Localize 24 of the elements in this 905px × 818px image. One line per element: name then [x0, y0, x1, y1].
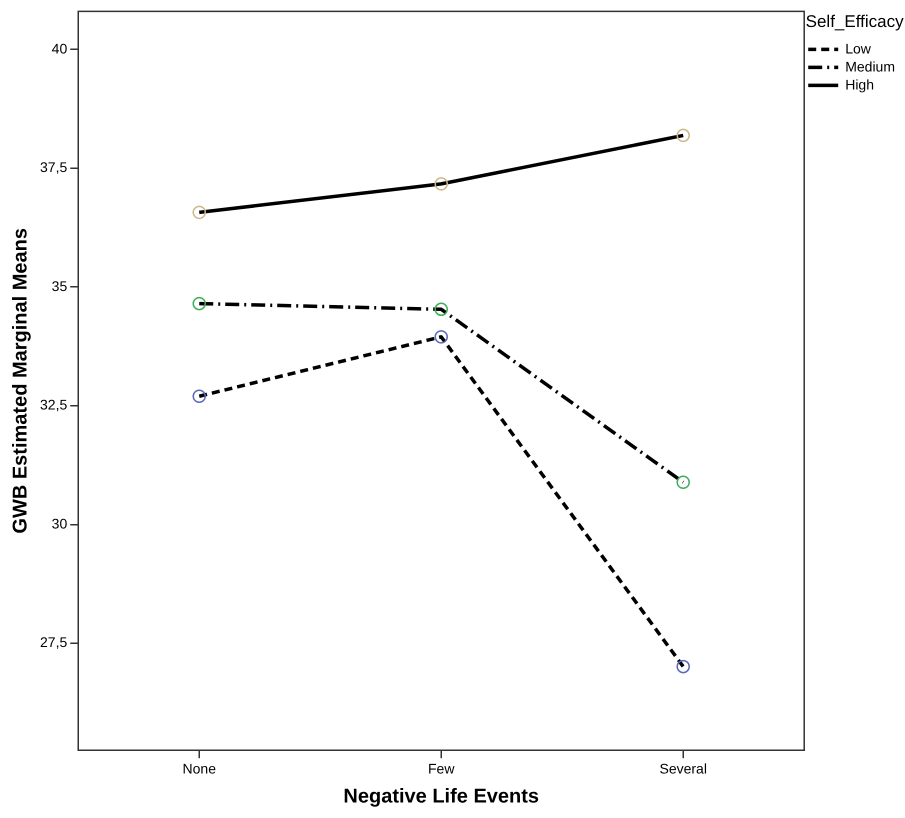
x-tick-label: Several — [659, 760, 707, 776]
y-tick-label: 27,5 — [40, 634, 68, 650]
y-axis-title: GWB Estimated Marginal Means — [10, 228, 32, 534]
y-tick-label: 30 — [52, 515, 68, 532]
point — [434, 302, 448, 316]
x-tick-label: None — [182, 760, 216, 776]
y-tick-label: 37,5 — [40, 159, 68, 176]
point — [676, 475, 690, 489]
x-axis-title: Negative Life Events — [343, 786, 540, 808]
point — [676, 128, 690, 142]
legend-title: Self_Efficacy — [806, 12, 904, 32]
legend-label: Low — [845, 40, 872, 56]
point — [192, 206, 206, 220]
x-tick-label: Few — [428, 760, 456, 776]
point — [192, 389, 206, 403]
point — [676, 660, 690, 674]
legend-label: Medium — [845, 58, 896, 74]
y-tick-label: 32,5 — [40, 396, 68, 413]
point — [192, 296, 206, 310]
point — [434, 330, 448, 344]
y-tick-label: 40 — [52, 40, 68, 56]
y-tick-label: 35 — [52, 278, 68, 294]
legend-label: High — [845, 76, 874, 92]
point — [434, 177, 448, 191]
